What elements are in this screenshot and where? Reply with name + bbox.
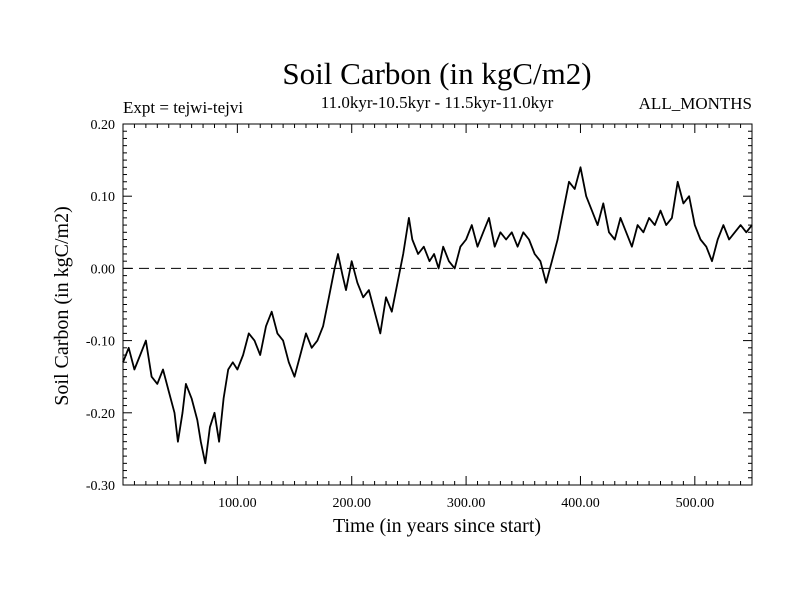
y-tick-label: 0.00 bbox=[91, 262, 116, 277]
x-axis-label: Time (in years since start) bbox=[333, 515, 541, 537]
y-tick-label: 0.10 bbox=[91, 190, 116, 205]
soil-carbon-series-line bbox=[122, 166, 753, 465]
plot-frame bbox=[122, 123, 753, 486]
x-tick-label: 100.00 bbox=[218, 496, 257, 511]
x-tick-label: 300.00 bbox=[447, 496, 486, 511]
y-tick-label: -0.10 bbox=[86, 335, 115, 350]
x-tick-label: 200.00 bbox=[332, 496, 371, 511]
x-tick-label: 400.00 bbox=[561, 496, 600, 511]
y-axis-ticks: -0.30 -0.20 -0.10 0.00 0.10 0.20 bbox=[86, 118, 752, 494]
x-tick-label: 500.00 bbox=[676, 496, 715, 511]
x-axis-ticks: 100.00 200.00 300.00 400.00 500.00 bbox=[133, 124, 742, 511]
y-axis-label: Soil Carbon (in kgC/m2) bbox=[51, 206, 73, 405]
y-tick-label: -0.20 bbox=[86, 407, 115, 422]
y-tick-label: -0.30 bbox=[86, 479, 115, 494]
y-tick-label: 0.20 bbox=[91, 118, 116, 133]
chart-subtitle: 11.0kyr-10.5kyr - 11.5kyr-11.0kyr bbox=[321, 93, 554, 112]
chart-title: Soil Carbon (in kgC/m2) bbox=[282, 56, 591, 91]
experiment-label: Expt = tejwi-tejvi bbox=[123, 98, 243, 117]
months-label: ALL_MONTHS bbox=[639, 94, 752, 113]
